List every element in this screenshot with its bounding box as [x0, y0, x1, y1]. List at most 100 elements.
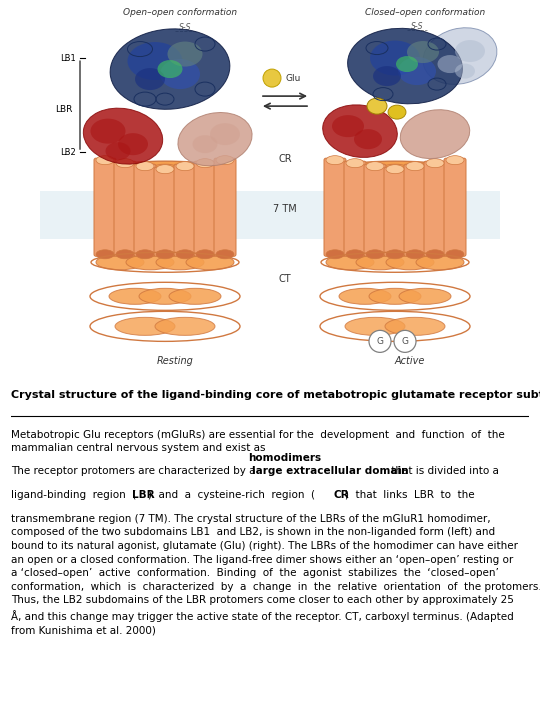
FancyBboxPatch shape [134, 164, 156, 256]
Ellipse shape [426, 158, 444, 168]
Ellipse shape [326, 255, 374, 270]
FancyBboxPatch shape [94, 158, 116, 256]
Text: LB2: LB2 [60, 148, 76, 157]
Ellipse shape [111, 164, 149, 180]
Ellipse shape [407, 41, 439, 63]
Ellipse shape [399, 288, 451, 305]
Ellipse shape [95, 161, 235, 183]
Ellipse shape [406, 250, 424, 258]
Ellipse shape [423, 28, 497, 84]
Ellipse shape [115, 318, 175, 336]
Ellipse shape [446, 250, 464, 258]
Ellipse shape [176, 250, 194, 258]
Ellipse shape [160, 59, 200, 89]
Ellipse shape [325, 161, 465, 183]
Ellipse shape [155, 318, 215, 336]
Text: Crystal structure of the ligand-binding core of metabotropic glutamate receptor : Crystal structure of the ligand-binding … [11, 390, 540, 400]
Ellipse shape [386, 165, 404, 174]
Text: 7 TM: 7 TM [273, 204, 297, 215]
Ellipse shape [356, 255, 404, 270]
Ellipse shape [110, 29, 230, 109]
Ellipse shape [116, 250, 134, 258]
Ellipse shape [196, 250, 214, 258]
Ellipse shape [339, 288, 391, 305]
Ellipse shape [332, 115, 364, 137]
Ellipse shape [406, 162, 424, 171]
Ellipse shape [83, 108, 163, 164]
Ellipse shape [323, 105, 397, 158]
Ellipse shape [455, 63, 475, 78]
Ellipse shape [437, 55, 462, 73]
Ellipse shape [386, 250, 404, 258]
Ellipse shape [346, 158, 364, 168]
FancyBboxPatch shape [344, 161, 366, 256]
Ellipse shape [369, 288, 421, 305]
Ellipse shape [136, 162, 154, 171]
Ellipse shape [366, 162, 384, 171]
FancyBboxPatch shape [194, 161, 216, 256]
Text: ligand-binding  region  (: ligand-binding region ( [11, 490, 136, 500]
FancyBboxPatch shape [174, 164, 196, 256]
Text: G: G [376, 337, 383, 346]
FancyBboxPatch shape [404, 164, 426, 256]
Ellipse shape [348, 28, 462, 104]
Text: Closed–open conformation: Closed–open conformation [365, 7, 485, 17]
Text: transmembrane region (7 TM). The crystal structure of the LBRs of the mGluR1 hom: transmembrane region (7 TM). The crystal… [11, 514, 540, 635]
FancyBboxPatch shape [324, 158, 346, 256]
Ellipse shape [96, 255, 144, 270]
Text: CR: CR [333, 490, 349, 500]
Text: )  that  links  LBR  to  the: ) that links LBR to the [345, 490, 474, 500]
Ellipse shape [96, 156, 114, 165]
Ellipse shape [156, 250, 174, 258]
Ellipse shape [139, 288, 191, 305]
Text: The receptor protomers are characterized by a: The receptor protomers are characterized… [11, 466, 259, 476]
Text: Open–open conformation: Open–open conformation [123, 7, 237, 17]
Text: Active: Active [395, 356, 425, 366]
Ellipse shape [367, 98, 387, 114]
FancyBboxPatch shape [40, 192, 500, 239]
Ellipse shape [176, 162, 194, 171]
Text: LB1: LB1 [60, 53, 76, 63]
Ellipse shape [156, 165, 174, 174]
Ellipse shape [186, 255, 234, 270]
Ellipse shape [135, 68, 165, 90]
Ellipse shape [118, 133, 148, 156]
Text: S-S: S-S [179, 22, 191, 32]
Ellipse shape [346, 250, 364, 258]
Circle shape [369, 330, 391, 352]
Ellipse shape [116, 158, 134, 168]
Ellipse shape [426, 250, 444, 258]
Ellipse shape [216, 156, 234, 165]
Ellipse shape [446, 156, 464, 165]
Ellipse shape [398, 57, 436, 85]
Ellipse shape [156, 255, 204, 270]
Ellipse shape [127, 42, 183, 80]
Text: large extracellular domain: large extracellular domain [252, 466, 408, 476]
Text: CR: CR [278, 154, 292, 164]
Ellipse shape [91, 119, 125, 144]
Ellipse shape [386, 255, 434, 270]
Ellipse shape [169, 288, 221, 305]
Text: CT: CT [279, 274, 291, 284]
FancyBboxPatch shape [384, 167, 406, 256]
Ellipse shape [136, 250, 154, 258]
Text: LBR: LBR [55, 104, 72, 114]
Ellipse shape [196, 158, 214, 168]
Text: LBR: LBR [132, 490, 155, 500]
Ellipse shape [326, 250, 344, 258]
Ellipse shape [167, 42, 202, 66]
Text: )  and  a  cysteine-rich  region  (: ) and a cysteine-rich region ( [148, 490, 315, 500]
Ellipse shape [126, 255, 174, 270]
Ellipse shape [411, 164, 449, 180]
Ellipse shape [354, 129, 382, 149]
Ellipse shape [105, 142, 131, 160]
Text: S-S: S-S [411, 22, 423, 30]
Text: G: G [402, 337, 408, 346]
Ellipse shape [96, 250, 114, 258]
Ellipse shape [109, 288, 161, 305]
Ellipse shape [158, 60, 183, 78]
Ellipse shape [216, 250, 234, 258]
Ellipse shape [376, 164, 414, 180]
Ellipse shape [455, 40, 485, 62]
Ellipse shape [146, 164, 184, 180]
